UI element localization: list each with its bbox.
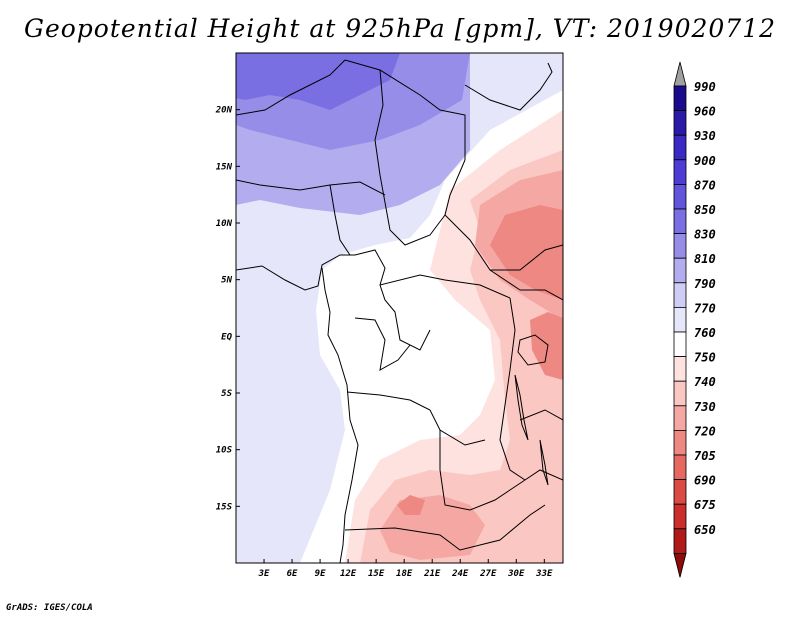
colorbar-label: 730 bbox=[694, 400, 716, 414]
colorbar-label: 690 bbox=[694, 474, 716, 488]
field-region-720 bbox=[490, 205, 563, 300]
colorbar: 990 960 930 900 870 850 830 810 790 770 760 750 740 7… bbox=[673, 61, 716, 578]
colorbar-swatch bbox=[673, 233, 687, 259]
border-chad-cameroon bbox=[379, 174, 446, 246]
border-algeria-mali bbox=[344, 59, 466, 160]
lon-tick-label: 9E bbox=[315, 569, 326, 579]
border-sudan-south bbox=[490, 244, 563, 271]
colorbar-swatch bbox=[673, 503, 687, 530]
colorbar-swatch bbox=[673, 331, 687, 358]
colorbar-label: 870 bbox=[694, 178, 716, 192]
colorbar-swatch bbox=[673, 380, 687, 407]
longitude-axis: 3E 6E 9E 12E 15E 18E 21E 24E 27E 30E 33E bbox=[258, 559, 553, 579]
lat-tick-label: 5S bbox=[221, 389, 232, 399]
colorbar-label: 930 bbox=[694, 129, 716, 143]
colorbar-label: 810 bbox=[694, 252, 716, 266]
lon-tick-label: 21E bbox=[423, 569, 441, 579]
colorbar-swatch bbox=[673, 306, 687, 333]
red-sea-coast bbox=[464, 62, 553, 111]
field-region-720-south bbox=[397, 495, 425, 515]
colorbar-label: 900 bbox=[694, 154, 716, 168]
border-nigeria bbox=[329, 184, 351, 256]
colorbar-swatch bbox=[673, 85, 687, 112]
chart-title: Geopotential Height at 925hPa [gpm], VT:… bbox=[23, 14, 777, 43]
colorbar-swatch bbox=[673, 356, 687, 382]
border-sahel-south bbox=[236, 179, 386, 196]
latitude-axis: 20N 15N 10N 5N EQ 5S 10S 15S bbox=[215, 106, 240, 512]
lat-tick-label: EQ bbox=[221, 332, 232, 342]
colorbar-label: 850 bbox=[694, 203, 716, 217]
colorbar-label: 740 bbox=[694, 375, 716, 389]
lon-tick-label: 30E bbox=[507, 569, 525, 579]
colorbar-label: 705 bbox=[694, 449, 716, 463]
colorbar-label: 675 bbox=[694, 498, 716, 512]
border-congo bbox=[354, 317, 411, 371]
lat-tick-label: 20N bbox=[215, 106, 233, 116]
colorbar-swatch bbox=[673, 257, 687, 284]
colorbar-swatch bbox=[673, 405, 687, 431]
lon-tick-label: 18E bbox=[396, 569, 413, 579]
lon-tick-label: 33E bbox=[535, 569, 553, 579]
height-field bbox=[236, 53, 563, 563]
lat-tick-label: 15S bbox=[216, 502, 233, 512]
lat-tick-label: 10N bbox=[216, 219, 233, 229]
colorbar-cap-top bbox=[673, 61, 687, 87]
lon-tick-label: 6E bbox=[287, 569, 298, 579]
border-niger-chad bbox=[374, 69, 384, 176]
colorbar-swatch bbox=[673, 528, 687, 554]
border-sudan bbox=[444, 159, 521, 291]
west-africa-coastline bbox=[236, 249, 431, 351]
colorbar-swatch bbox=[673, 454, 687, 481]
colorbar-swatch bbox=[673, 479, 687, 505]
colorbar-label: 720 bbox=[694, 424, 716, 438]
colorbar-swatch bbox=[673, 183, 687, 210]
border-namibia bbox=[344, 504, 546, 551]
lake-malawi bbox=[539, 439, 549, 486]
colorbar-label: 770 bbox=[694, 301, 716, 315]
border-mozambique bbox=[524, 469, 563, 481]
field-region-720-lakes bbox=[530, 312, 563, 380]
lat-tick-label: 5N bbox=[221, 276, 232, 286]
colorbar-swatch bbox=[673, 134, 687, 161]
colorbar-label: 750 bbox=[694, 351, 716, 365]
border-angola-zambia bbox=[439, 430, 526, 511]
lat-tick-label: 15N bbox=[216, 162, 233, 172]
border-car-drc bbox=[379, 274, 511, 299]
lake-tanganyika bbox=[514, 374, 529, 441]
border-east bbox=[520, 289, 563, 301]
lon-tick-label: 15E bbox=[368, 569, 385, 579]
colorbar-label: 760 bbox=[694, 326, 716, 340]
colorbar-label: 990 bbox=[694, 80, 716, 94]
colorbar-label: 790 bbox=[694, 277, 716, 291]
colorbar-swatch bbox=[673, 429, 687, 456]
grads-credit: GrADS: IGES/COLA bbox=[6, 603, 93, 613]
lon-tick-label: 24E bbox=[451, 569, 469, 579]
border-tanzania bbox=[519, 409, 563, 421]
border-drc-angola bbox=[346, 391, 486, 446]
colorbar-cap-bottom bbox=[673, 553, 687, 578]
lon-tick-label: 12E bbox=[340, 569, 357, 579]
border-mauritania-mali bbox=[236, 59, 346, 116]
colorbar-label: 960 bbox=[694, 105, 716, 119]
coastlines-borders bbox=[236, 59, 563, 563]
colorbar-swatch bbox=[673, 282, 687, 308]
lat-tick-label: 10S bbox=[216, 446, 233, 456]
border-drc-east bbox=[499, 297, 526, 481]
central-coastline bbox=[321, 267, 359, 563]
colorbar-label: 650 bbox=[694, 523, 716, 537]
map-frame bbox=[235, 52, 564, 564]
colorbar-swatch bbox=[673, 208, 687, 235]
lon-tick-label: 27E bbox=[479, 569, 497, 579]
colorbar-label: 830 bbox=[694, 228, 716, 242]
lake-victoria bbox=[517, 334, 549, 366]
lon-tick-label: 3E bbox=[258, 569, 270, 579]
colorbar-swatch bbox=[673, 110, 687, 136]
colorbar-swatch bbox=[673, 159, 687, 185]
